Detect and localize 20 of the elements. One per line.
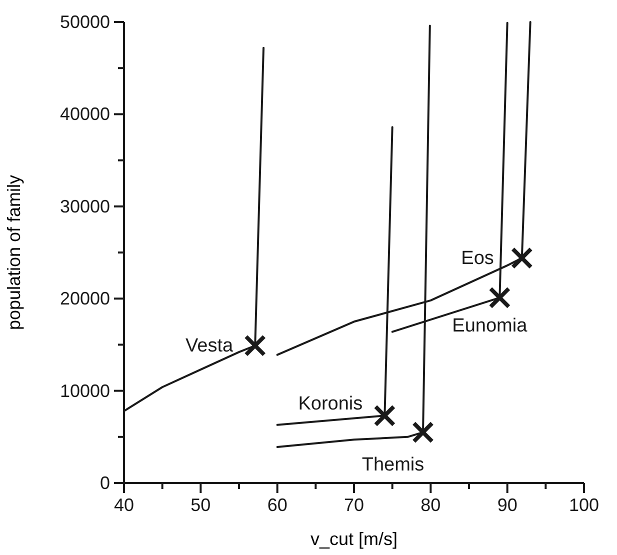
x-tick-label: 90 bbox=[497, 495, 518, 515]
x-tick-label: 100 bbox=[568, 495, 600, 515]
annotation: Koronis bbox=[298, 394, 363, 415]
x-tick-label: 50 bbox=[190, 495, 211, 515]
y-tick-label: 30000 bbox=[60, 196, 110, 216]
annotation: Eunomia bbox=[452, 316, 528, 337]
annotation: Themis bbox=[362, 454, 424, 476]
y-tick-label: 50000 bbox=[60, 12, 110, 32]
x-tick-label: 40 bbox=[114, 495, 134, 515]
y-tick-label: 40000 bbox=[60, 104, 110, 124]
x-tick-label: 60 bbox=[267, 495, 288, 515]
annotation: Vesta bbox=[186, 336, 234, 357]
annotation: Eos bbox=[461, 248, 494, 270]
x-axis-title: v_cut [m/s] bbox=[310, 529, 398, 549]
y-tick-label: 10000 bbox=[60, 380, 110, 401]
y-tick-label: 20000 bbox=[60, 288, 110, 309]
x-tick-label: 70 bbox=[344, 495, 364, 515]
x-tick-label: 80 bbox=[420, 495, 441, 515]
y-tick-label: 0 bbox=[100, 473, 110, 493]
y-axis-title: population of family bbox=[4, 174, 24, 330]
